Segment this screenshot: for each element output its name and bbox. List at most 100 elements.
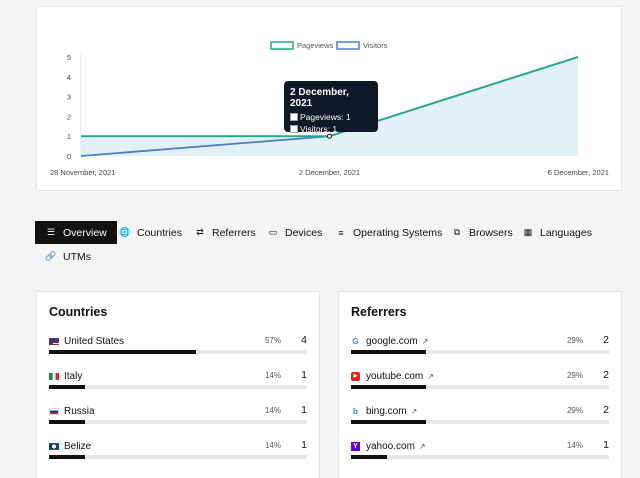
tab-operating-systems-label: Operating Systems [353,226,443,239]
belize-flag-icon [49,442,59,450]
y-tick-label: 2 [67,112,71,121]
youtube-icon: ▶ [351,371,360,381]
list-icon: ☰ [46,227,56,237]
country-bar-track [49,455,307,459]
referrer-row[interactable]: ▶ youtube.com ↗ 29% 2 [351,369,609,391]
y-tick-label: 4 [67,73,71,82]
country-row[interactable]: United States 57% 4 [49,334,307,356]
referrer-count: 2 [603,369,609,381]
italy-flag-icon [49,372,59,380]
referrer-bar-track [351,350,609,354]
link-icon: 🔗 [45,251,57,261]
visitors-swatch [290,125,298,133]
country-bar-track [49,350,307,354]
country-count: 1 [301,369,307,381]
country-name: United States [64,335,125,347]
tab-operating-systems[interactable]: ≡ Operating Systems [325,221,452,244]
external-link-icon[interactable]: ↗ [410,406,418,416]
country-bar-fill [49,455,86,459]
referrer-label: Y yahoo.com ↗ [351,439,426,453]
referrer-bar-track [351,420,609,424]
y-tick-label: 1 [67,132,71,141]
tab-languages[interactable]: ▦ Languages [512,221,602,244]
country-count: 4 [301,334,307,346]
country-name: Belize [64,440,92,452]
country-row[interactable]: Italy 14% 1 [49,369,307,391]
tab-countries-label: Countries [137,226,182,239]
pageviews-swatch [290,113,298,121]
pageviews-legend-label: Pageviews [297,41,334,50]
x-tick-label: 2 December, 2021 [299,168,360,177]
country-bar-fill [49,350,197,354]
globe-icon: 🌐 [119,227,131,237]
referrer-bar-fill [351,420,426,424]
yahoo-icon: Y [351,441,360,451]
windows-icon: ⧉ [453,227,461,237]
x-tick-label: 28 November, 2021 [50,168,115,177]
country-bar-track [49,420,307,424]
server-icon: ≡ [338,227,344,238]
referrer-row[interactable]: G google.com ↗ 29% 2 [351,334,609,356]
referrer-label: b bing.com ↗ [351,404,417,418]
countries-title: Countries [49,305,108,319]
tab-browsers[interactable]: ⧉ Browsers [441,221,523,244]
referrer-percent: 29% [566,406,583,415]
tab-overview[interactable]: ☰ Overview [35,221,117,244]
traffic-chart-card: 0 1 2 3 4 5 28 November, 2021 2 December, 2021 6… [36,6,622,191]
referrer-name: google.com [366,335,418,347]
country-label: Belize [49,439,91,453]
external-link-icon[interactable]: ↗ [421,336,429,346]
countries-card: Countries United States 57% 4 Italy 14% … [36,291,320,478]
tab-utms-label: UTMs [63,250,91,263]
shuffle-icon: ⇄ [196,227,204,237]
country-percent: 14% [264,406,281,415]
tooltip-pageviews: Pageviews: 1 [300,112,351,122]
referrer-bar-fill [351,350,426,354]
country-bar-fill [49,385,86,389]
referrers-title: Referrers [351,305,407,319]
referrer-row[interactable]: b bing.com ↗ 29% 2 [351,404,609,426]
tab-devices-label: Devices [285,226,323,239]
laptop-icon: ▭ [268,227,278,237]
country-bar-fill [49,420,86,424]
visitors-legend-swatch [336,41,360,50]
country-name: Russia [64,405,95,417]
tab-countries[interactable]: 🌐 Countries [109,221,192,244]
external-link-icon[interactable]: ↗ [418,441,426,451]
tab-overview-label: Overview [63,226,107,239]
referrer-name: youtube.com [366,370,424,382]
referrer-count: 1 [603,439,609,451]
language-icon: ▦ [523,227,533,237]
country-row[interactable]: Russia 14% 1 [49,404,307,426]
chart-tooltip: 2 December, 2021 Pageviews: 1 Visitors: … [284,81,378,134]
referrer-name: yahoo.com [366,440,415,452]
y-tick-label: 3 [67,93,71,102]
referrer-bar-track [351,385,609,389]
tab-devices[interactable]: ▭ Devices [257,221,332,244]
x-tick-label: 6 December, 2021 [548,168,609,177]
referrer-percent: 14% [566,441,583,450]
us-flag-icon [49,337,59,345]
tab-languages-label: Languages [540,226,592,239]
external-link-icon[interactable]: ↗ [427,371,434,381]
bing-icon: b [353,406,358,416]
referrer-label: ▶ youtube.com ↗ [351,369,434,383]
tab-browsers-label: Browsers [469,226,513,239]
pageviews-legend-swatch [270,41,294,50]
country-bar-track [49,385,307,389]
referrer-label: G google.com ↗ [351,334,428,348]
y-tick-label: 5 [67,53,71,62]
country-label: Russia [49,404,95,418]
traffic-chart: 0 1 2 3 4 5 28 November, 2021 2 December, 2021 6… [50,41,609,177]
y-tick-label: 0 [67,152,71,161]
country-row[interactable]: Belize 14% 1 [49,439,307,461]
referrer-row[interactable]: Y yahoo.com ↗ 14% 1 [351,439,609,461]
tab-utms[interactable]: 🔗 UTMs [35,245,101,268]
tooltip-visitors: Visitors: 1 [300,124,338,134]
referrer-name: bing.com [366,405,407,417]
country-label: Italy [49,369,82,383]
country-name: Italy [64,370,83,382]
google-icon: G [352,336,359,346]
tab-referrers[interactable]: ⇄ Referrers [184,221,266,244]
tooltip-pageviews-row: Pageviews: 1 [290,112,372,122]
